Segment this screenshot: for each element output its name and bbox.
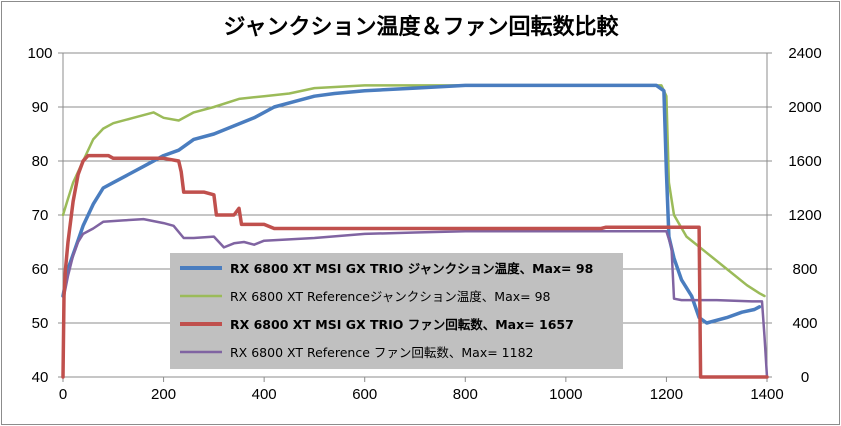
y-left-tick-label: 90 bbox=[32, 99, 49, 116]
y-left-axis-ticks: 40 50 60 70 80 90 100 bbox=[27, 45, 63, 386]
x-tick-label: 0 bbox=[59, 386, 67, 403]
y-left-tick-label: 50 bbox=[32, 315, 49, 332]
legend-label: RX 6800 XT MSI GX TRIO ジャンクション温度、Max= 98 bbox=[230, 261, 593, 276]
legend-label: RX 6800 XT MSI GX TRIO ファン回転数、Max= 1657 bbox=[230, 317, 574, 332]
x-tick-label: 1200 bbox=[650, 386, 683, 403]
x-tick-label: 1000 bbox=[549, 386, 582, 403]
legend: RX 6800 XT MSI GX TRIO ジャンクション温度、Max= 98… bbox=[170, 253, 623, 369]
y-right-tick-label: 800 bbox=[792, 261, 817, 278]
x-tick-label: 400 bbox=[252, 386, 277, 403]
y-right-tick-label: 0 bbox=[801, 369, 809, 386]
legend-label: RX 6800 XT Referenceジャンクション温度、Max= 98 bbox=[230, 289, 551, 304]
x-axis-ticks: 0 200 400 600 800 1000 1200 1400 bbox=[59, 377, 784, 403]
y-right-tick-label: 400 bbox=[792, 315, 817, 332]
y-right-tick-label: 1600 bbox=[788, 153, 821, 170]
y-left-tick-label: 80 bbox=[32, 153, 49, 170]
y-right-tick-label: 2000 bbox=[788, 99, 821, 116]
y-left-tick-label: 40 bbox=[32, 369, 49, 386]
series-line-1 bbox=[61, 83, 762, 325]
series-line-3 bbox=[61, 153, 769, 379]
y-right-axis-ticks: 0 400 800 1200 1600 2000 2400 bbox=[767, 45, 822, 386]
y-left-tick-label: 60 bbox=[32, 261, 49, 278]
legend-box bbox=[170, 253, 623, 369]
x-tick-label: 1400 bbox=[750, 386, 783, 403]
y-left-tick-label: 70 bbox=[32, 207, 49, 224]
x-tick-label: 200 bbox=[151, 386, 176, 403]
series-line-4 bbox=[61, 217, 769, 379]
x-tick-label: 800 bbox=[453, 386, 478, 403]
legend-label: RX 6800 XT Reference ファン回転数、Max= 1182 bbox=[230, 345, 533, 360]
y-right-tick-label: 2400 bbox=[788, 45, 821, 62]
chart-title: ジャンクション温度＆ファン回転数比較 bbox=[224, 14, 620, 40]
y-left-tick-label: 100 bbox=[27, 45, 52, 62]
series-lines bbox=[61, 83, 769, 379]
y-right-tick-label: 1200 bbox=[788, 207, 821, 224]
x-tick-label: 600 bbox=[352, 386, 377, 403]
